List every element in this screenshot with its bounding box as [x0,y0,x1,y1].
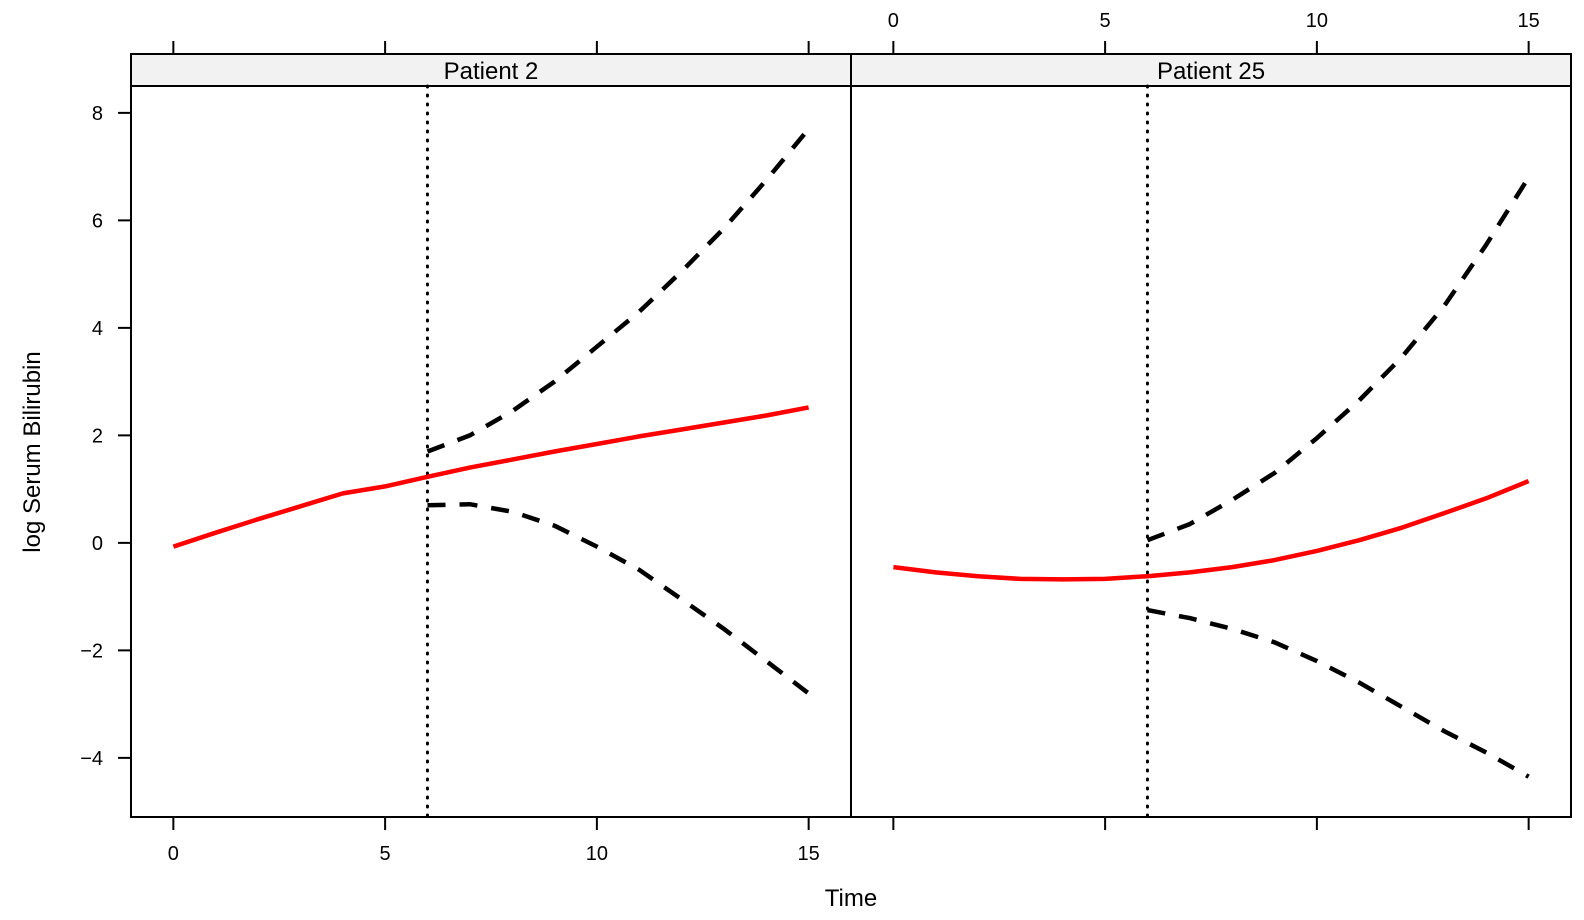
plot-area [172,84,811,819]
x-tick-label: 10 [586,843,608,865]
panel-patient-2: Patient 2 [131,54,851,819]
lower-line [1147,607,1530,779]
x-tick-label: 5 [380,843,391,865]
strip-background [851,54,1571,86]
y-tick-label: 8 [92,103,103,125]
y-axis-title: log Serum Bilirubin [19,351,46,552]
plot-area [893,84,1531,819]
y-tick-label: −4 [80,748,103,770]
axes: −4 −2 0 2 4 6 8 0 0 5 5 10 10 15 15 [80,10,1540,865]
y-tick-label: 4 [92,318,103,340]
upper-line [1146,176,1531,543]
prediction-line [893,479,1530,582]
upper-line [426,127,811,454]
strip-background [131,54,851,86]
x-axis-title: Time [825,885,877,912]
y-tick-label: 2 [92,425,103,447]
strip-title: Patient 25 [1157,58,1265,85]
y-tick-label: −2 [80,640,103,662]
y-tick-label: 0 [92,533,103,555]
x-tick-label: 0 [168,843,179,865]
panel-patient-25: Patient 25 [851,54,1571,819]
x-tick-label: 10 [1306,10,1328,32]
lower-line [427,501,810,696]
strip-title: Patient 2 [444,58,539,85]
x-tick-label: 5 [1100,10,1111,32]
x-tick-label: 0 [888,10,899,32]
y-tick-label: 6 [92,210,103,232]
x-tick-label: 15 [798,843,820,865]
x-tick-label: 15 [1518,10,1540,32]
prediction-line [172,405,810,549]
